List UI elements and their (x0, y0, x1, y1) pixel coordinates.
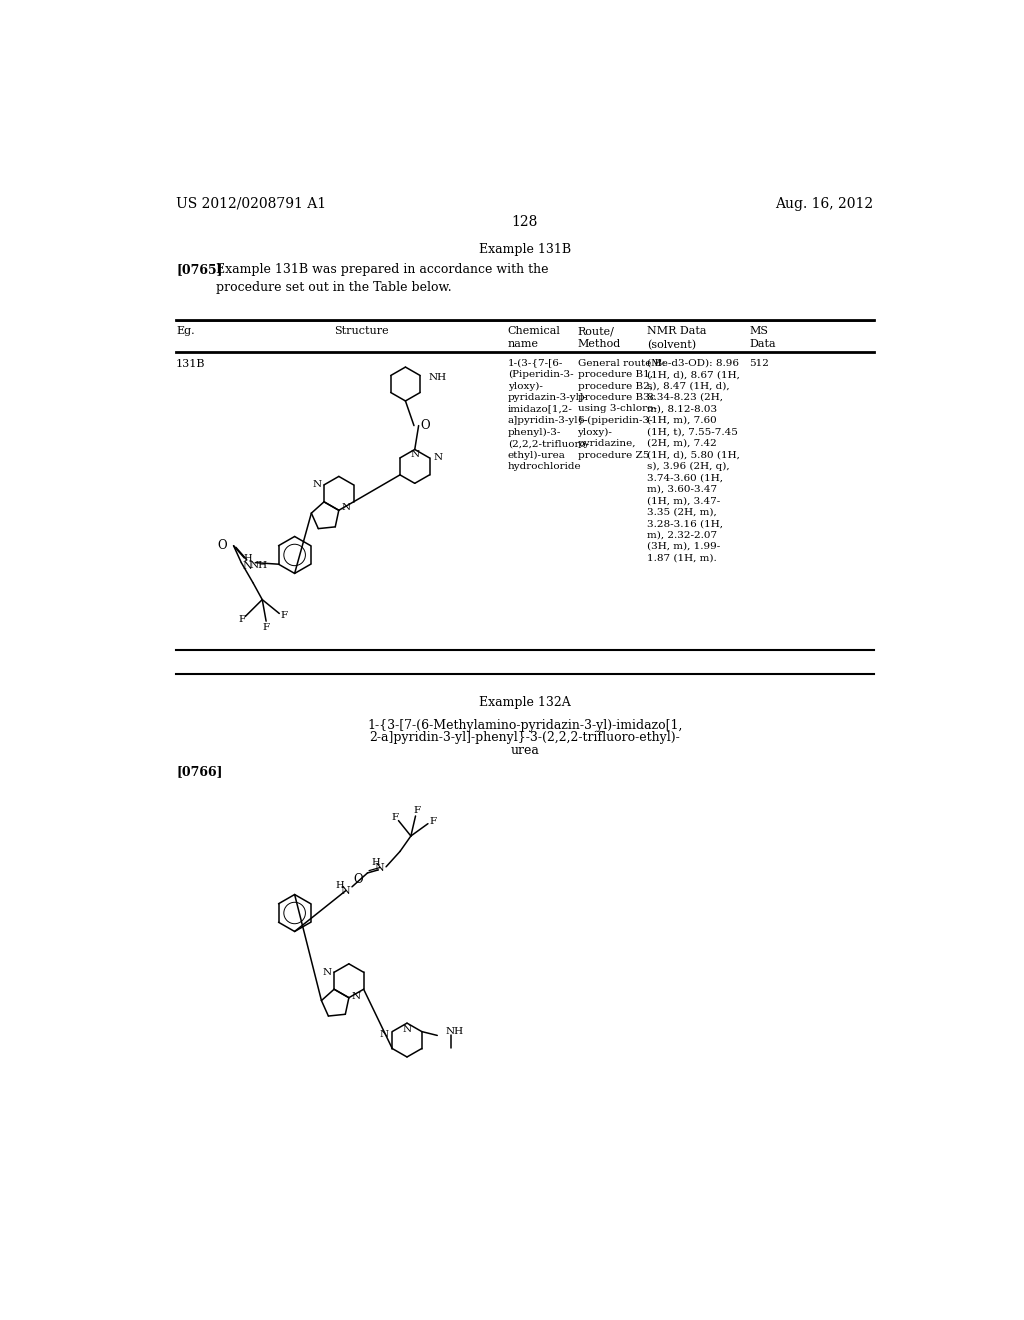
Text: Example 132A: Example 132A (479, 696, 570, 709)
Text: urea: urea (510, 743, 540, 756)
Text: N: N (341, 503, 350, 512)
Text: N: N (411, 450, 419, 458)
Text: US 2012/0208791 A1: US 2012/0208791 A1 (176, 197, 327, 211)
Text: [0765]: [0765] (176, 263, 222, 276)
Text: O: O (353, 873, 362, 886)
Text: F: F (262, 623, 269, 632)
Text: N: N (323, 968, 332, 977)
Text: F: F (239, 615, 246, 624)
Text: General route B:
procedure B1,
procedure B2,
procedure B3c
using 3-chloro-
6-(pi: General route B: procedure B1, procedure… (578, 359, 666, 459)
Text: MS
Data: MS Data (750, 326, 776, 350)
Text: F: F (391, 813, 398, 822)
Text: N: N (379, 1030, 388, 1039)
Text: N: N (243, 561, 252, 570)
Text: O: O (218, 539, 227, 552)
Text: H: H (372, 858, 380, 867)
Text: NH: NH (249, 561, 267, 570)
Text: Example 131B was prepared in accordance with the
procedure set out in the Table : Example 131B was prepared in accordance … (216, 263, 549, 294)
Text: H: H (244, 553, 252, 562)
Text: NMR Data
(solvent): NMR Data (solvent) (647, 326, 707, 350)
Text: F: F (281, 611, 288, 620)
Text: N: N (341, 886, 350, 896)
Text: [0766]: [0766] (176, 766, 222, 779)
Text: N: N (433, 454, 442, 462)
Text: Chemical
name: Chemical name (508, 326, 560, 350)
Text: 128: 128 (512, 215, 538, 228)
Text: O: O (420, 418, 430, 432)
Text: F: F (430, 817, 437, 826)
Text: 131B: 131B (176, 359, 206, 368)
Text: F: F (414, 807, 421, 814)
Text: NH: NH (429, 374, 446, 383)
Text: 2-a]pyridin-3-yl]-phenyl}-3-(2,2,2-trifluoro-ethyl)-: 2-a]pyridin-3-yl]-phenyl}-3-(2,2,2-trifl… (370, 731, 680, 744)
Text: 1-{3-[7-(6-Methylamino-pyridazin-3-yl)-imidazo[1,: 1-{3-[7-(6-Methylamino-pyridazin-3-yl)-i… (368, 719, 682, 733)
Text: N: N (375, 863, 385, 874)
Text: 1-(3-{7-[6-
(Piperidin-3-
yloxy)-
pyridazin-3-yl]-
imidazo[1,2-
a]pyridin-3-yl}-: 1-(3-{7-[6- (Piperidin-3- yloxy)- pyrida… (508, 359, 589, 471)
Text: N: N (402, 1024, 412, 1034)
Text: (Me-d3-OD): 8.96
(1H, d), 8.67 (1H,
s), 8.47 (1H, d),
8.34-8.23 (2H,
m), 8.12-8.: (Me-d3-OD): 8.96 (1H, d), 8.67 (1H, s), … (647, 359, 740, 562)
Text: 512: 512 (750, 359, 769, 367)
Text: Structure: Structure (334, 326, 388, 337)
Text: Example 131B: Example 131B (479, 243, 570, 256)
Text: N: N (351, 991, 360, 1001)
Text: NH: NH (445, 1027, 463, 1036)
Text: Route/
Method: Route/ Method (578, 326, 621, 350)
Text: Aug. 16, 2012: Aug. 16, 2012 (775, 197, 873, 211)
Text: N: N (312, 480, 322, 490)
Text: H: H (335, 880, 344, 890)
Text: Eg.: Eg. (176, 326, 195, 337)
